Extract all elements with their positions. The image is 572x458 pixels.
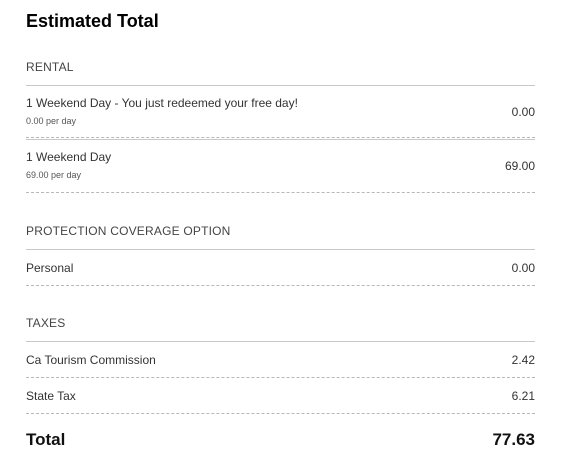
divider (26, 285, 535, 286)
rental-heading: RENTAL (26, 60, 74, 74)
line-item-rate: 69.00 per day (26, 170, 82, 180)
line-item-amount: 2.42 (511, 353, 535, 367)
line-item-label: 1 Weekend Day (26, 150, 112, 164)
line-item-rate: 0.00 per day (26, 116, 77, 126)
divider (26, 377, 535, 378)
divider (26, 249, 535, 250)
total-amount: 77.63 (492, 430, 535, 449)
line-item-label: Ca Tourism Commission (26, 353, 156, 367)
taxes-heading: TAXES (26, 316, 66, 330)
divider (26, 341, 535, 342)
line-item-amount: 69.00 (504, 159, 535, 173)
divider (26, 137, 535, 138)
line-item-amount: 6.21 (511, 389, 535, 403)
divider (26, 139, 535, 140)
divider (26, 192, 535, 193)
total-label: Total (26, 430, 66, 449)
line-item-amount: 0.00 (511, 261, 535, 275)
line-item-amount: 0.00 (511, 105, 535, 119)
divider (26, 413, 535, 414)
page-title: Estimated Total (26, 11, 159, 31)
divider (26, 85, 535, 86)
line-item-label: 1 Weekend Day - You just redeemed your f… (26, 96, 298, 110)
line-item-label: Personal (26, 261, 74, 275)
line-item-label: State Tax (26, 389, 76, 403)
protection-heading: PROTECTION COVERAGE OPTION (26, 224, 231, 238)
